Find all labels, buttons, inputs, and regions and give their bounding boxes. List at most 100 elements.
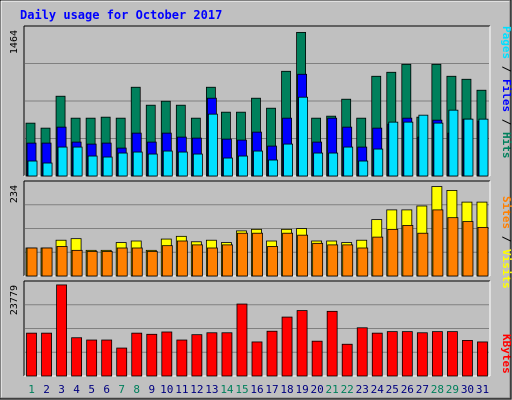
day-label-8: 8 <box>133 383 140 396</box>
day-label-4: 4 <box>73 383 80 396</box>
day-label-26: 26 <box>401 383 414 396</box>
bar-pages-21 <box>328 152 339 177</box>
bar-kbytes-17 <box>266 330 278 377</box>
bar-kbytes-21 <box>326 310 338 377</box>
bar-pages-25 <box>388 121 399 177</box>
bar-kbytes-13 <box>206 332 218 377</box>
bar-kbytes-23 <box>356 327 368 377</box>
bar-pages-23 <box>358 160 369 177</box>
day-label-21: 21 <box>326 383 339 396</box>
y-max-label: 1464 <box>9 30 20 54</box>
day-label-3: 3 <box>58 383 65 396</box>
bar-pages-29 <box>448 109 459 177</box>
bar-pages-11 <box>177 151 188 177</box>
y-max-label: 234 <box>9 185 20 203</box>
day-label-10: 10 <box>160 383 173 396</box>
bar-pages-22 <box>343 146 354 177</box>
legends: Pages / Files / Hits Sites / Visits KBytes <box>500 26 512 374</box>
chart-title: Daily usage for October 2017 <box>20 8 222 22</box>
bar-kbytes-6 <box>101 339 113 377</box>
bar-kbytes-14 <box>221 332 233 377</box>
bar-kbytes-9 <box>146 333 158 377</box>
bar-pages-26 <box>403 121 414 177</box>
series-sites <box>26 209 489 277</box>
legend-middle: Sites / Visits <box>500 196 512 289</box>
bar-pages-27 <box>418 114 429 177</box>
panel-visits-sites: 234 <box>9 180 491 277</box>
bar-kbytes-25 <box>386 331 398 377</box>
bar-pages-8 <box>132 151 143 177</box>
bar-kbytes-30 <box>462 340 473 377</box>
bar-kbytes-29 <box>447 331 458 377</box>
legend-files: Files <box>500 79 512 112</box>
bar-sites-6 <box>101 251 113 277</box>
panels: 1464 234 23779 <box>9 25 491 377</box>
bar-kbytes-3 <box>56 284 67 377</box>
bar-pages-19 <box>298 96 309 177</box>
day-label-30: 30 <box>461 383 474 396</box>
bar-sites-17 <box>267 246 278 277</box>
bar-kbytes-18 <box>281 316 293 377</box>
day-label-27: 27 <box>416 383 429 396</box>
y-max-label: 23779 <box>9 285 20 315</box>
bar-kbytes-12 <box>191 334 203 377</box>
panel-hits-files-pages: 1464 <box>9 25 491 177</box>
bar-sites-22 <box>342 244 354 277</box>
bar-pages-30 <box>463 118 474 177</box>
day-label-13: 13 <box>205 383 218 396</box>
bar-pages-13 <box>208 113 218 177</box>
bar-sites-15 <box>237 232 248 277</box>
legend-top: Pages / Files / Hits <box>500 26 512 159</box>
bar-pages-2 <box>42 162 53 177</box>
bar-sites-19 <box>297 234 309 277</box>
bar-sites-27 <box>417 232 429 277</box>
bar-kbytes-27 <box>416 332 428 377</box>
bar-kbytes-8 <box>131 332 143 377</box>
day-label-29: 29 <box>446 383 459 396</box>
bar-sites-2 <box>41 247 53 277</box>
bar-kbytes-19 <box>296 310 308 377</box>
day-label-12: 12 <box>190 383 203 396</box>
day-label-14: 14 <box>220 383 234 396</box>
legend-bottom: KBytes <box>500 334 512 374</box>
bar-sites-4 <box>71 249 83 277</box>
day-label-22: 22 <box>341 383 354 396</box>
bar-sites-12 <box>191 244 203 277</box>
panel-kbytes: 23779 <box>9 280 491 377</box>
bar-sites-30 <box>462 221 474 277</box>
bar-kbytes-24 <box>371 332 383 377</box>
day-label-17: 17 <box>265 383 278 396</box>
bar-pages-4 <box>72 146 83 177</box>
bar-kbytes-31 <box>477 341 488 377</box>
legend-separator: / <box>500 112 512 132</box>
legend-separator: / <box>500 229 512 249</box>
bar-sites-21 <box>327 244 339 277</box>
bar-sites-20 <box>312 242 324 277</box>
bar-pages-17 <box>268 159 278 177</box>
bar-sites-28 <box>432 209 444 277</box>
bar-sites-26 <box>402 225 414 277</box>
bar-sites-18 <box>282 232 293 277</box>
legend-separator: / <box>500 59 512 79</box>
day-label-5: 5 <box>88 383 95 396</box>
day-label-1: 1 <box>28 383 35 396</box>
legend-visits: Visits <box>500 249 512 289</box>
bar-sites-24 <box>372 236 384 277</box>
bar-kbytes-28 <box>431 331 443 377</box>
day-label-9: 9 <box>148 383 155 396</box>
bar-sites-9 <box>146 251 158 277</box>
bar-pages-12 <box>192 153 203 177</box>
bar-pages-10 <box>162 150 173 177</box>
series-pages <box>27 96 489 177</box>
bar-kbytes-2 <box>41 332 52 377</box>
bar-sites-5 <box>86 251 98 277</box>
day-labels: 1 2 3 4 5 6 7 8 9 10 11 12 13 14 15 16 17 18 19 20 21 22 23 24 2… <box>28 383 489 396</box>
bar-kbytes-16 <box>251 341 263 377</box>
bar-sites-13 <box>207 247 218 277</box>
bar-pages-7 <box>117 152 128 177</box>
day-label-24: 24 <box>371 383 385 396</box>
day-label-28: 28 <box>431 383 444 396</box>
bar-pages-28 <box>433 122 444 177</box>
bar-sites-14 <box>222 244 233 277</box>
